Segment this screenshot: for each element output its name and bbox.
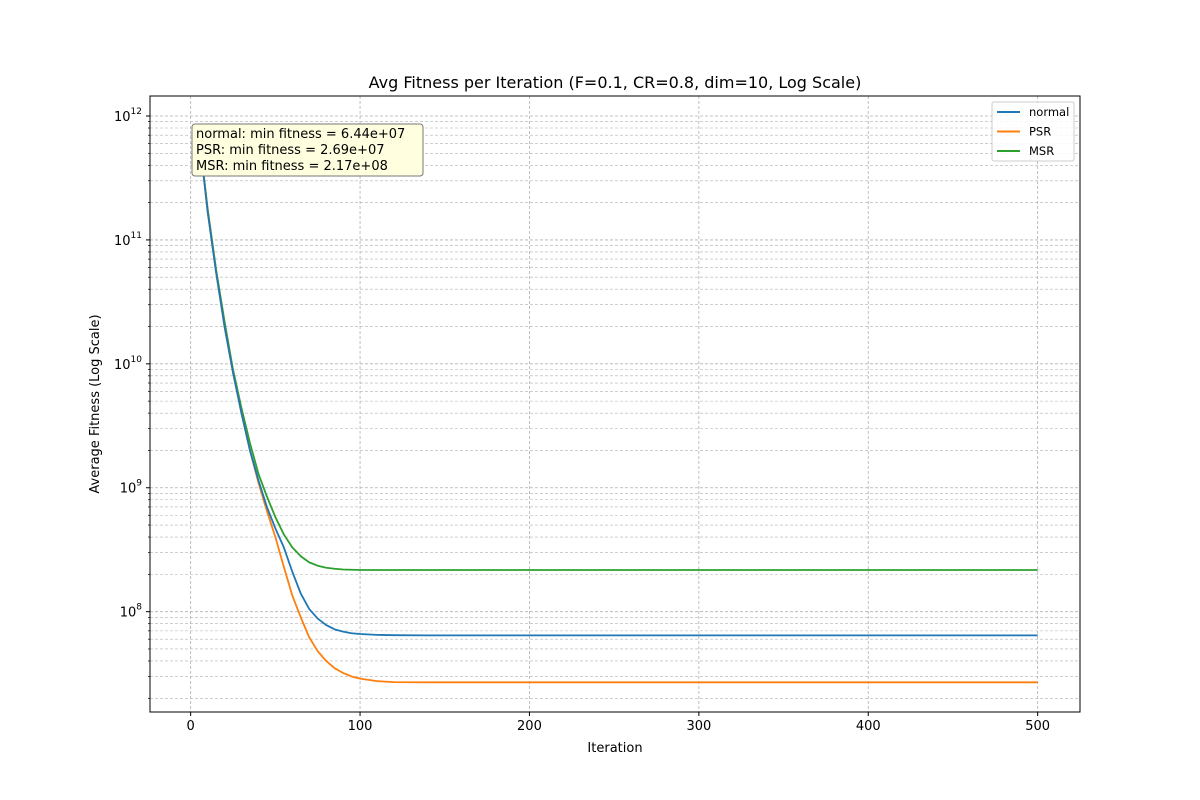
y-tick-label: 1012 <box>114 107 142 125</box>
legend-box <box>991 101 1075 162</box>
plot-area-frame <box>149 95 1081 713</box>
chart-title: Avg Fitness per Iteration (F=0.1, CR=0.8… <box>369 73 862 92</box>
tick-layer: 0 100 200 300 400 500 108 109 1010 1011 1012 <box>114 107 1050 734</box>
annotation-line-psr: PSR: min fitness = 2.69e+07 <box>196 143 385 158</box>
x-tick-label: 0 <box>187 719 195 734</box>
x-tick-label: 400 <box>856 719 881 734</box>
y-tick-label: 1010 <box>114 355 142 373</box>
annotation-line-msr: MSR: min fitness = 2.17e+08 <box>196 159 388 174</box>
annotation-line-normal: normal: min fitness = 6.44e+07 <box>196 127 405 142</box>
y-tick-label: 108 <box>120 603 143 621</box>
x-axis-label: Iteration <box>587 741 642 756</box>
x-tick-label: 100 <box>348 719 373 734</box>
x-tick-label: 500 <box>1025 719 1050 734</box>
legend-label-normal: normal <box>1029 105 1069 119</box>
annotation-background <box>191 123 424 177</box>
grid-layer <box>150 96 1080 712</box>
y-tick-label: 109 <box>120 479 143 497</box>
y-axis-label: Average Fitness (Log Scale) <box>88 314 103 493</box>
legend-items: normal PSR MSR <box>997 105 1069 158</box>
annotation-box: normal: min fitness = 6.44e+07 PSR: min … <box>191 123 424 177</box>
x-tick-label: 300 <box>686 719 711 734</box>
legend-label-msr: MSR <box>1029 144 1054 158</box>
legend: normal PSR MSR <box>991 101 1075 162</box>
x-tick-label: 200 <box>517 719 542 734</box>
series-line-normal <box>198 135 1038 637</box>
legend-label-psr: PSR <box>1029 125 1051 139</box>
y-tick-label: 1011 <box>114 231 142 249</box>
series-layer <box>198 135 1038 684</box>
